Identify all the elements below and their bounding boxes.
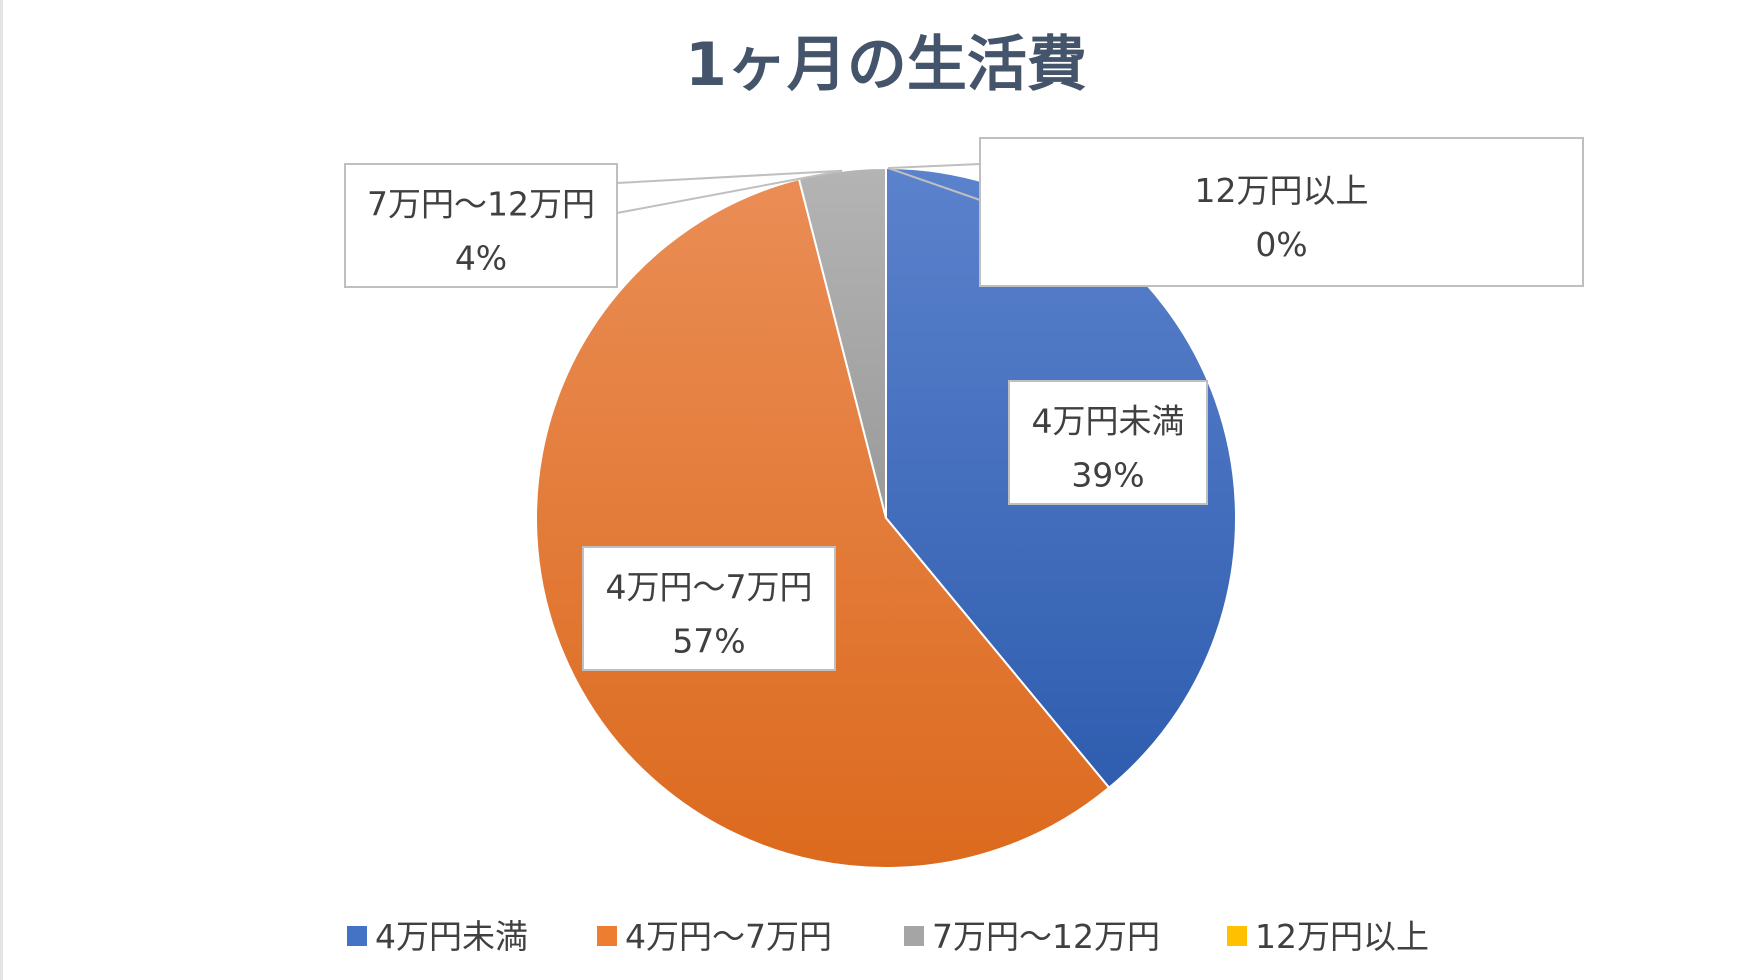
data-label-4: 12万円以上 0% xyxy=(979,137,1584,287)
legend-label: 7万円〜12万円 xyxy=(932,917,1160,956)
pie-slice-2 xyxy=(535,177,1111,869)
legend-label: 12万円以上 xyxy=(1255,917,1429,956)
data-label-callouts: 4万円未満 39% 4万円〜7万円 57% 7万円〜12万円 4% 12万円以上 0% xyxy=(344,137,1584,671)
legend-item-4: 12万円以上 xyxy=(1227,917,1429,956)
legend-label: 4万円未満 xyxy=(375,917,528,956)
data-label-1: 4万円未満 39% xyxy=(1008,380,1208,505)
data-label-category: 12万円以上 xyxy=(1195,171,1369,210)
leader-lines xyxy=(616,163,981,214)
data-label-value: 4% xyxy=(455,239,507,278)
data-label-value: 57% xyxy=(672,622,745,661)
legend-swatch xyxy=(1227,926,1247,946)
legend-label: 4万円〜7万円 xyxy=(625,917,832,956)
data-label-2: 4万円〜7万円 57% xyxy=(582,546,836,671)
data-label-category: 4万円未満 xyxy=(1032,402,1185,441)
data-label-value: 0% xyxy=(1255,225,1307,264)
data-label-category: 7万円〜12万円 xyxy=(367,185,595,224)
data-label-box xyxy=(582,546,836,671)
legend-item-2: 4万円〜7万円 xyxy=(597,917,832,956)
data-label-value: 39% xyxy=(1071,456,1144,495)
data-label-box xyxy=(1008,380,1208,505)
legend-item-1: 4万円未満 xyxy=(347,917,528,956)
data-label-box xyxy=(979,137,1584,287)
legend-swatch xyxy=(904,926,924,946)
data-label-box xyxy=(344,163,618,288)
legend-swatch xyxy=(597,926,617,946)
left-edge-line xyxy=(0,0,3,980)
data-label-category: 4万円〜7万円 xyxy=(606,568,813,607)
data-label-3: 7万円〜12万円 4% xyxy=(344,163,618,288)
chart-title: 1ヶ月の生活費 xyxy=(685,30,1087,100)
legend-item-3: 7万円〜12万円 xyxy=(904,917,1160,956)
leader-line-4 xyxy=(887,163,981,201)
leader-line-3 xyxy=(616,169,843,214)
legend-swatch xyxy=(347,926,367,946)
legend: 4万円未満 4万円〜7万円 7万円〜12万円 12万円以上 xyxy=(347,917,1429,956)
